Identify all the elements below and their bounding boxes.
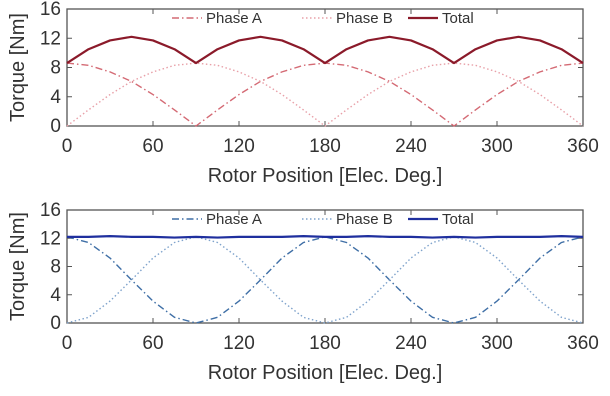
y-axis-label: Torque [Nm] [7,13,29,122]
x-tick-label: 0 [62,333,73,354]
legend: Phase A Phase B Total [172,10,474,27]
x-tick-label: 60 [142,136,163,157]
y-tick-label: 4 [50,87,61,108]
y-tick-label: 8 [50,257,61,278]
x-tick-label: 240 [395,333,427,354]
series-line-phase-b [66,236,584,324]
legend: Phase A Phase B Total [172,211,474,228]
y-tick-label: 0 [50,313,61,334]
y-tick-label: 0 [50,116,61,137]
y-tick-label: 12 [40,228,61,249]
legend-label: Total [442,211,474,228]
x-tick-label: 180 [309,333,341,354]
series-phase-b [66,236,584,324]
legend-label: Phase A [206,211,262,228]
legend-label: Phase A [206,10,262,27]
y-tick-label: 12 [40,28,61,49]
series-phase-b [66,62,584,127]
series-line-phase-a [66,236,584,324]
legend-label: Total [442,10,474,27]
series-phase-a [66,236,584,324]
y-tick-label: 16 [40,0,61,20]
series-line-total [66,35,584,65]
x-tick-label: 0 [62,136,73,157]
series-line-total [67,235,584,239]
x-tick-label: 60 [142,333,163,354]
y-tick-label: 16 [40,200,61,221]
x-tick-label: 300 [481,136,513,157]
x-tick-label: 240 [395,136,427,157]
series-total [66,35,584,65]
legend-label: Phase B [336,211,393,228]
x-axis-label: Rotor Position [Elec. Deg.] [208,165,443,187]
x-axis-label: Rotor Position [Elec. Deg.] [208,362,443,384]
chart-panel-1: 0 60 120 180 240 300 360 0 4 8 12 16 Rotor Position … [7,0,599,187]
y-axis-label: Torque [Nm] [7,212,29,321]
x-tick-label: 120 [223,136,255,157]
plot-frame [66,8,584,127]
legend-label: Phase B [336,10,393,27]
series-total [67,235,584,239]
y-tick-label: 8 [50,58,61,79]
x-tick-label: 360 [567,136,599,157]
x-tick-label: 300 [481,333,513,354]
chart-panel-2: 0 60 120 180 240 300 360 0 4 8 12 16 Rotor Position … [7,200,599,384]
series-line-phase-b [66,62,584,127]
x-tick-label: 120 [223,333,255,354]
y-tick-label: 4 [50,285,61,306]
x-tick-label: 360 [567,333,599,354]
x-tick-label: 180 [309,136,341,157]
